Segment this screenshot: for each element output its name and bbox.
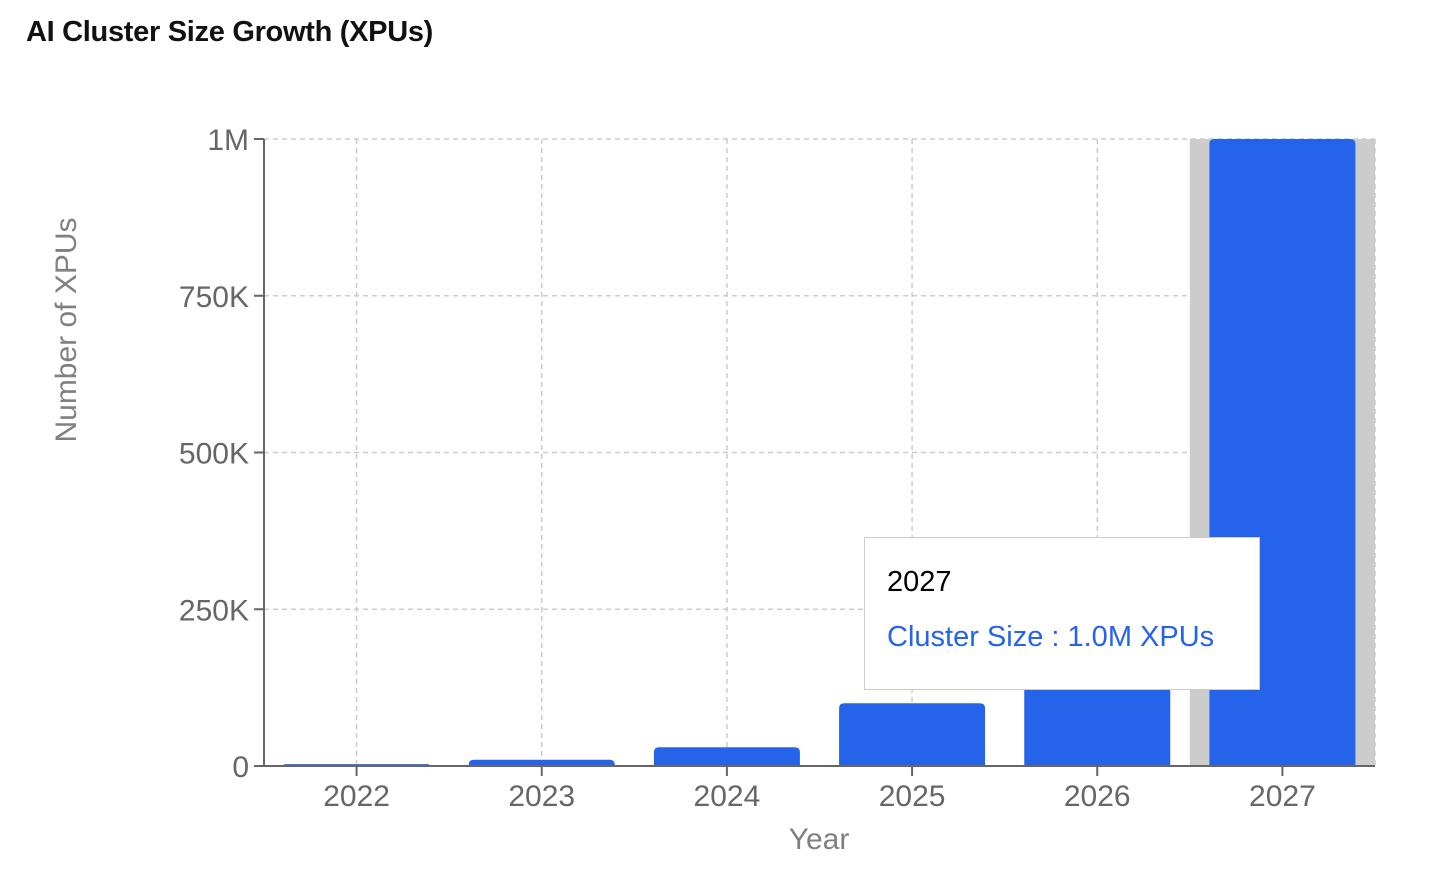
axes: 0 250K 500K 750K 1M 2022 2023 2024 2025 2026 2027 [179, 124, 1375, 813]
tooltip-item: Cluster Size : 1.0M XPUs [887, 619, 1237, 655]
y-tick-label: 750K [179, 281, 249, 314]
x-tick-label: 2026 [1064, 780, 1131, 813]
chart-title: AI Cluster Size Growth (XPUs) [26, 16, 434, 48]
y-tick-label: 250K [179, 594, 249, 627]
x-tick-label: 2023 [508, 780, 575, 813]
x-axis-label: Year [789, 823, 850, 856]
y-axis-label: Number of XPUs [50, 217, 83, 442]
bar-2025[interactable] [839, 703, 986, 766]
tooltip-series-name: Cluster Size [887, 621, 1044, 653]
tooltip-value: 1.0M XPUs [1067, 621, 1215, 653]
x-tick-label: 2027 [1249, 780, 1316, 813]
tooltip-label: 2027 [887, 566, 952, 598]
bar-2024[interactable] [653, 747, 800, 766]
x-tick-label: 2022 [323, 780, 390, 813]
y-tick-label: 500K [179, 438, 249, 471]
x-tick-label: 2025 [879, 780, 946, 813]
chart-tooltip: 2027 Cluster Size : 1.0M XPUs [864, 537, 1260, 690]
y-tick-label: 1M [207, 124, 249, 157]
y-tick-label: 0 [232, 751, 249, 784]
x-tick-label: 2024 [694, 780, 761, 813]
tooltip-separator: : [1043, 621, 1068, 653]
bar-2023[interactable] [468, 759, 615, 766]
